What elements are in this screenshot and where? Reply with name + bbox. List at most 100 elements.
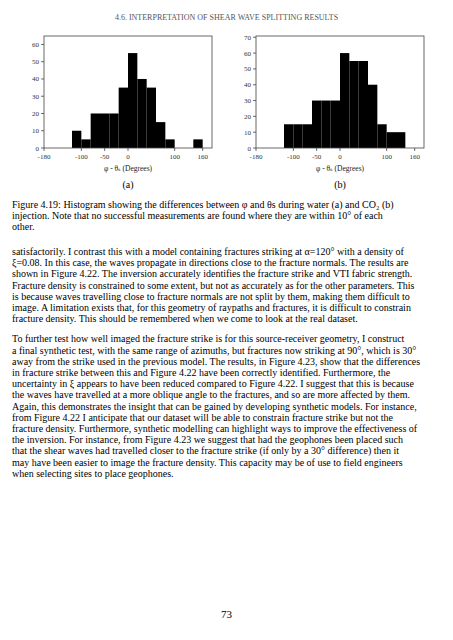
y-tick-label: 0 — [248, 145, 252, 153]
y-tick — [41, 113, 44, 114]
body-line: may have been easier to image the fractu… — [12, 457, 403, 468]
y-tick-label: 70 — [244, 34, 252, 42]
histogram-bar — [109, 113, 118, 148]
body-line: away from the strike used in the previou… — [12, 356, 420, 367]
y-tick — [41, 44, 44, 45]
histogram-chart: -180-100-500100160010203040506070φ - θₛ … — [244, 34, 424, 191]
x-tick — [316, 148, 317, 151]
y-tick-label: 40 — [32, 75, 40, 83]
body-line: a final synthetic test, with the same ra… — [12, 345, 416, 356]
y-tick — [41, 148, 44, 149]
x-axis-label: φ - θₛ (Degrees) — [316, 164, 365, 173]
x-tick — [256, 148, 257, 151]
histogram-bar — [193, 139, 202, 148]
histogram-bar — [147, 88, 156, 148]
histogram-bar — [359, 61, 368, 148]
body-line: uncertainty in ξ appears to have been re… — [12, 378, 414, 390]
histogram-bar — [387, 132, 396, 148]
body-line: To further test how well imaged the frac… — [12, 333, 405, 344]
x-tick — [174, 148, 175, 151]
histogram-bar — [312, 101, 321, 148]
x-axis-label: φ - θₛ (Degrees) — [104, 164, 153, 173]
plot-frame — [44, 36, 212, 148]
chart-title: (b) — [334, 179, 346, 191]
x-tick — [202, 148, 203, 151]
y-tick — [253, 116, 256, 117]
y-tick — [41, 96, 44, 97]
histogram-bar — [377, 124, 386, 148]
histogram-bar — [303, 124, 312, 148]
body-line: Again, this demonstrates the insight tha… — [12, 401, 417, 412]
x-tick-label: -180 — [250, 153, 263, 161]
x-tick — [128, 148, 129, 151]
y-tick — [253, 68, 256, 69]
y-tick-label: 10 — [244, 129, 252, 137]
x-tick — [414, 148, 415, 151]
y-tick — [41, 61, 44, 62]
body-line: satisfactorily. I contrast this with a m… — [12, 246, 405, 257]
body-line: in fracture strike between this and Figu… — [12, 367, 391, 378]
y-tick — [41, 130, 44, 131]
y-tick-label: 60 — [244, 50, 252, 58]
body-line: fracture density. Furthermore, synthetic… — [12, 423, 418, 434]
x-tick-label: -100 — [75, 153, 88, 161]
x-tick — [340, 148, 341, 151]
y-tick-label: 30 — [32, 93, 40, 101]
x-tick-label: -50 — [312, 153, 322, 161]
y-tick-label: 0 — [36, 145, 40, 153]
caption-line: Figure 4.19: Histogram showing the diffe… — [12, 199, 394, 211]
histogram-bar — [165, 139, 174, 148]
x-tick-label: 0 — [338, 153, 342, 161]
y-tick-label: 10 — [32, 127, 40, 135]
x-tick-label: -100 — [287, 153, 300, 161]
body-line: ξ=0.08. In this case, the waves propagat… — [12, 257, 409, 269]
x-tick-label: -50 — [100, 153, 110, 161]
page-number: 73 — [221, 608, 233, 620]
caption-line: injection. Note that no successful measu… — [12, 210, 383, 221]
y-tick-label: 60 — [32, 41, 40, 49]
y-tick-label: 40 — [244, 81, 252, 89]
caption-line: other. — [12, 221, 35, 232]
body-line: the inversion. For instance, from Figure… — [12, 434, 403, 445]
x-tick — [44, 148, 45, 151]
histogram-chart: -180 -100 -50 0 100 160 0 10 20 30 40 50 60 φ - θₛ (D… — [32, 36, 212, 191]
histogram-bar — [81, 139, 90, 148]
histogram-bar — [156, 122, 165, 148]
body-line: image. A limitation exists that, for thi… — [12, 302, 411, 313]
y-tick — [253, 53, 256, 54]
y-tick — [253, 148, 256, 149]
histogram-bar — [396, 132, 405, 148]
histogram-bar — [119, 88, 128, 148]
chart-title: (a) — [122, 179, 133, 191]
histogram-bar — [137, 79, 146, 148]
histogram-bar — [340, 53, 349, 148]
x-tick-label: 100 — [169, 153, 180, 161]
page: 4.6. INTERPRETATION OF SHEAR WAVE SPLITT… — [0, 0, 453, 640]
x-tick — [386, 148, 387, 151]
histogram-bar — [72, 131, 81, 148]
histogram-bar — [349, 61, 358, 148]
x-tick-label: -180 — [38, 153, 51, 161]
x-tick-label: 0 — [126, 153, 130, 161]
histogram-bar — [100, 113, 109, 148]
x-tick-label: 100 — [381, 153, 392, 161]
body-line: that the shear waves had travelled close… — [12, 445, 399, 457]
x-tick-label: 160 — [409, 153, 420, 161]
histogram-bar — [368, 85, 377, 148]
y-tick — [253, 37, 256, 38]
body-line: Fracture density is constrained to some … — [12, 280, 415, 291]
x-tick — [81, 148, 82, 151]
body-line: shown in Figure 4.22. The inversion accu… — [12, 268, 412, 279]
bars — [72, 53, 203, 148]
body-line: from Figure 4.22 I anticipate that our d… — [12, 412, 394, 423]
x-tick — [293, 148, 294, 151]
y-tick — [253, 132, 256, 133]
y-tick-label: 50 — [32, 58, 40, 66]
y-tick — [253, 100, 256, 101]
histogram-bar — [321, 101, 330, 148]
x-tick-label: 160 — [197, 153, 208, 161]
page-text: Figure 4.19: Histogram showing the diffe… — [12, 199, 420, 479]
histogram-bar — [91, 113, 100, 148]
body-line: the waves have travelled at a more obliq… — [12, 389, 410, 400]
y-tick-label: 20 — [32, 110, 40, 118]
